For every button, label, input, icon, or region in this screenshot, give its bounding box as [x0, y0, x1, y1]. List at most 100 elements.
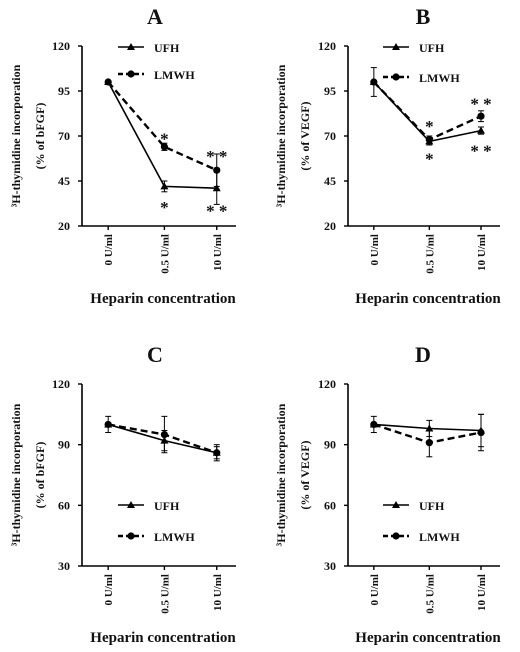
x-axis-label: Heparin concentration: [355, 291, 501, 307]
data-point-triangle: [212, 184, 221, 192]
x-tick-label: 0.5 U/ml: [159, 234, 171, 274]
data-point-circle: [370, 420, 378, 429]
panel-d: D 30 60 90 120 0 U/ml 0.5 U/ml 10 U/ml ³H-thymid…: [274, 342, 501, 646]
panel-letter: C: [147, 342, 163, 367]
x-tick-label: 0.5 U/ml: [424, 234, 436, 274]
significance-marker: * *: [206, 147, 227, 166]
legend-label-lmwh: LMWH: [419, 530, 460, 544]
significance-marker: * *: [470, 141, 491, 160]
legend-marker-circle: [127, 70, 135, 78]
data-point-circle: [213, 166, 221, 174]
y-tick-label: 70: [58, 129, 70, 143]
legend-marker-circle: [392, 73, 400, 81]
significance-marker: * *: [470, 95, 491, 114]
series-ufh: [104, 415, 221, 462]
x-tick-label: 0 U/ml: [103, 574, 115, 605]
legend-label-ufh: UFH: [419, 499, 445, 513]
series-lmwh: [370, 413, 485, 458]
x-axis-label: Heparin concentration: [355, 630, 501, 646]
legend-label-lmwh: LMWH: [154, 530, 195, 544]
x-tick-label: 10 U/ml: [476, 234, 488, 271]
data-point-triangle: [160, 182, 169, 190]
y-tick-label: 120: [318, 377, 336, 391]
data-point-circle: [213, 449, 221, 457]
y-tick-label: 30: [58, 559, 70, 573]
y-tick-label: 70: [324, 129, 336, 143]
y-axis-label-units: (% of VEGF): [298, 440, 312, 509]
significance-marker: *: [160, 130, 169, 149]
series-lmwh: [104, 78, 221, 187]
legend-label-lmwh: LMWH: [419, 71, 460, 85]
y-tick-label: 20: [324, 219, 336, 233]
legend-label-lmwh: LMWH: [154, 68, 195, 82]
panel-b: B 20 45 70 95 120 0 U/ml 0.5 U/ml 10 U/ml ³H-thym…: [274, 4, 501, 307]
significance-marker: * *: [206, 202, 227, 221]
y-tick-label: 30: [324, 559, 336, 573]
legend: UFH LMWH: [118, 499, 195, 544]
y-tick-label: 120: [52, 377, 70, 391]
legend-label-ufh: UFH: [154, 41, 180, 55]
y-axis-label-units: (% of VEGF): [298, 101, 312, 170]
x-tick-label: 10 U/ml: [212, 234, 224, 271]
series-lmwh: [104, 415, 221, 460]
x-tick-label: 10 U/ml: [212, 574, 224, 611]
y-tick-label: 120: [52, 39, 70, 53]
y-axis-label-units: (% of bFGF): [33, 442, 47, 509]
panel-letter: A: [147, 4, 163, 29]
x-tick-label: 0 U/ml: [103, 234, 115, 265]
y-tick-label: 20: [58, 219, 70, 233]
legend-marker-triangle: [392, 43, 400, 50]
y-axis-label: ³H-thymidine incorporation: [274, 64, 288, 207]
data-point-circle: [160, 430, 168, 439]
panel-letter: B: [416, 4, 431, 29]
y-tick-label: 95: [324, 84, 336, 98]
y-tick-label: 45: [58, 174, 70, 188]
y-tick-label: 60: [324, 498, 336, 512]
panel-letter: D: [415, 342, 431, 367]
x-axis-label: Heparin concentration: [90, 630, 236, 646]
data-point-triangle: [477, 126, 485, 134]
y-tick-label: 95: [58, 84, 70, 98]
y-axis-label-units: (% of bFGF): [33, 103, 47, 170]
data-point-circle: [370, 78, 378, 86]
y-tick-label: 60: [58, 498, 70, 512]
significance-marker: *: [160, 198, 169, 217]
x-axis-label: Heparin concentration: [90, 291, 236, 307]
data-point-circle: [160, 143, 168, 151]
y-tick-label: 90: [324, 438, 336, 452]
data-point-circle: [104, 78, 112, 86]
data-point-circle: [477, 112, 485, 120]
legend-marker-circle: [392, 532, 400, 540]
significance-marker: *: [425, 117, 434, 136]
x-tick-label: 0 U/ml: [369, 234, 381, 265]
significance-marker: *: [425, 150, 434, 169]
x-tick-label: 0.5 U/ml: [159, 574, 171, 614]
y-axis-label: ³H-thymidine incorporation: [9, 64, 23, 207]
legend-marker-triangle: [127, 501, 135, 508]
legend: UFH LMWH: [383, 41, 460, 85]
legend-marker-circle: [127, 532, 135, 540]
y-tick-label: 90: [58, 438, 70, 452]
x-tick-label: 0.5 U/ml: [424, 574, 436, 614]
legend-label-ufh: UFH: [154, 499, 180, 513]
series-line: [107, 423, 217, 454]
data-point-circle: [425, 136, 433, 144]
panel-a: A 20 45 70 95 120 0 U/ml 0.5 U/ml 10 U/ml ³H-thym…: [9, 4, 236, 307]
panel-c: C 30 60 90 120 0 U/ml 0.5 U/ml 10 U/ml ³H-thymid…: [9, 342, 236, 646]
data-point-circle: [104, 420, 112, 429]
legend: UFH LMWH: [118, 41, 195, 82]
legend-marker-triangle: [127, 43, 135, 50]
legend-label-ufh: UFH: [419, 41, 445, 55]
y-tick-label: 120: [318, 39, 336, 53]
series-line: [107, 81, 218, 172]
data-point-circle: [425, 439, 433, 447]
legend-marker-triangle: [392, 501, 400, 508]
y-axis-label: ³H-thymidine incorporation: [9, 403, 23, 546]
series-lmwh: [370, 78, 485, 144]
y-axis-label: ³H-thymidine incorporation: [274, 403, 288, 546]
y-tick-label: 45: [324, 174, 336, 188]
x-tick-label: 10 U/ml: [476, 574, 488, 611]
legend: UFH LMWH: [383, 499, 460, 544]
data-point-circle: [477, 428, 485, 437]
